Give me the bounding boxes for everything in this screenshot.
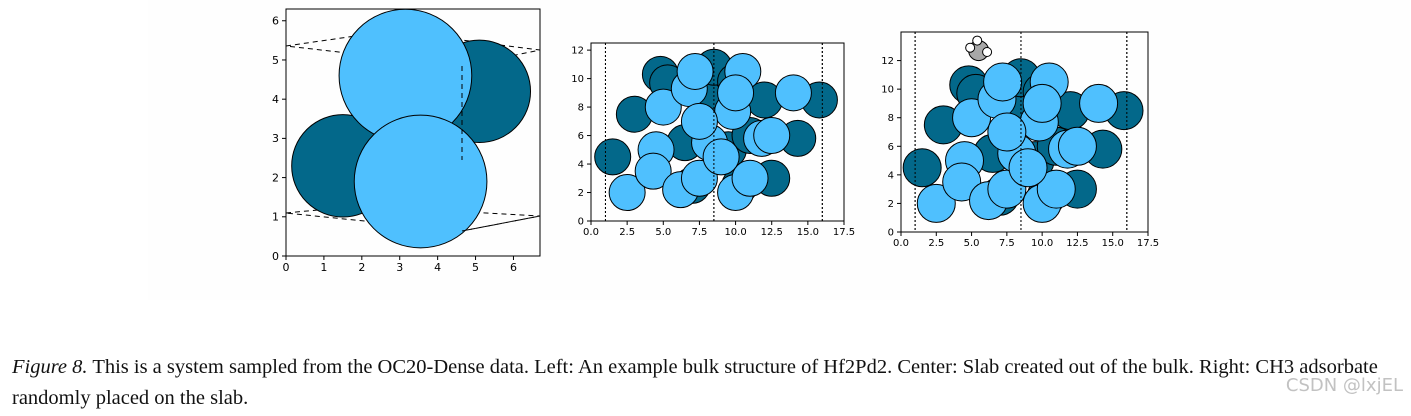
atom-light: [634, 152, 672, 190]
y-tick-label: 0: [578, 217, 584, 228]
x-tick-label: 2.5: [928, 238, 944, 249]
y-tick-label: 6: [888, 142, 894, 153]
x-tick-label: 10.0: [724, 227, 746, 238]
axes-frame: [590, 42, 845, 222]
atom-light: [1022, 83, 1062, 123]
y-tick-label: 10: [571, 74, 584, 85]
atom-light: [676, 52, 714, 90]
atom-light: [731, 159, 769, 197]
y-tick-label: 4: [272, 93, 279, 106]
x-tick-label: 15.0: [1102, 238, 1124, 249]
x-tick-label: 0.0: [583, 227, 599, 238]
panel-right-adsorbate: 0.0 2.5 5.0 7.5 10.0 12.5 15.0 17.5 0 2 4 6 8 10 12: [881, 31, 1159, 249]
atom-light: [774, 74, 812, 112]
x-tick-label: 12.5: [1066, 238, 1088, 249]
watermark: CSDN @lxjEL: [1285, 375, 1403, 396]
atom-adsorbate_hydrogen: [982, 47, 993, 57]
y-tick-label: 12: [881, 56, 894, 67]
y-tick-label: 2: [272, 171, 279, 184]
plot-area: [594, 43, 838, 221]
y-tick-label: 1: [272, 211, 279, 224]
y-tick-label: 4: [578, 160, 584, 171]
x-tick-label: 4: [434, 261, 441, 274]
atom-adsorbate_hydrogen: [972, 35, 983, 46]
x-tick-label: 10.0: [1031, 238, 1053, 249]
panel-center-slab: 0.0 2.5 5.0 7.5 10.0 12.5 15.0 17.5 0 2 4 6 8 10 12: [571, 42, 855, 238]
x-tick-label: 7.5: [691, 227, 707, 238]
panel-left-bulk: 0 1 2 3 4 5 6 0 1 2 3 4 5 6: [272, 8, 541, 274]
x-tick-label: 0.0: [893, 238, 909, 249]
y-tick-label: 6: [272, 15, 279, 28]
y-tick-label: 3: [272, 132, 279, 145]
plot-area: [286, 9, 540, 249]
unit-cell-front-edge: [461, 215, 540, 232]
axes-frame: [285, 8, 541, 257]
atom-light: [983, 62, 1023, 102]
x-tick-label: 6: [510, 261, 517, 274]
x-tick-label: 3: [396, 261, 403, 274]
y-tick-label: 12: [571, 46, 584, 57]
y-tick-label: 8: [888, 113, 894, 124]
atom-light: [644, 88, 682, 126]
y-tick-label: 2: [888, 199, 894, 210]
figure-label: Figure 8.: [12, 356, 88, 378]
plot-area: [902, 32, 1144, 232]
y-tick-label: 2: [578, 188, 584, 199]
atom-light: [680, 102, 718, 140]
x-tick-label: 17.5: [833, 227, 855, 238]
atom-light: [987, 112, 1027, 152]
atom-dark: [594, 138, 632, 176]
x-tick-label: 12.5: [761, 227, 783, 238]
x-tick-label: 17.5: [1137, 238, 1159, 249]
x-tick-label: 5.0: [964, 238, 980, 249]
atom-adsorbate_hydrogen: [965, 42, 976, 53]
x-tick-label: 15.0: [797, 227, 819, 238]
atom-light: [608, 174, 646, 212]
atom-light: [916, 183, 956, 223]
atom-light: [942, 162, 982, 202]
y-tick-label: 4: [888, 170, 894, 181]
atom-light: [702, 138, 740, 176]
atom-dark: [902, 148, 942, 188]
x-tick-label: 7.5: [999, 238, 1015, 249]
y-tick-label: 0: [272, 250, 279, 263]
atom-light: [353, 114, 488, 249]
y-tick-label: 5: [272, 54, 279, 67]
atom-light: [717, 74, 755, 112]
figure-caption: Figure 8. This is a system sampled from …: [12, 352, 1407, 414]
atom-light: [1008, 148, 1048, 188]
x-tick-label: 1: [320, 261, 327, 274]
y-tick-label: 6: [578, 131, 584, 142]
figure-caption-text: This is a system sampled from the OC20-D…: [12, 356, 1378, 409]
atom-light: [1079, 83, 1119, 123]
x-tick-label: 5.0: [655, 227, 671, 238]
atom-light: [1057, 126, 1097, 166]
axes-frame: [900, 31, 1149, 233]
y-tick-label: 0: [888, 228, 894, 239]
atom-light: [1036, 169, 1076, 209]
x-tick-label: 5: [472, 261, 479, 274]
x-tick-label: 2.5: [619, 227, 635, 238]
x-tick-label: 0: [283, 261, 290, 274]
y-tick-label: 10: [881, 85, 894, 96]
y-tick-label: 8: [578, 103, 584, 114]
atom-light: [753, 117, 791, 155]
x-tick-label: 2: [358, 261, 365, 274]
